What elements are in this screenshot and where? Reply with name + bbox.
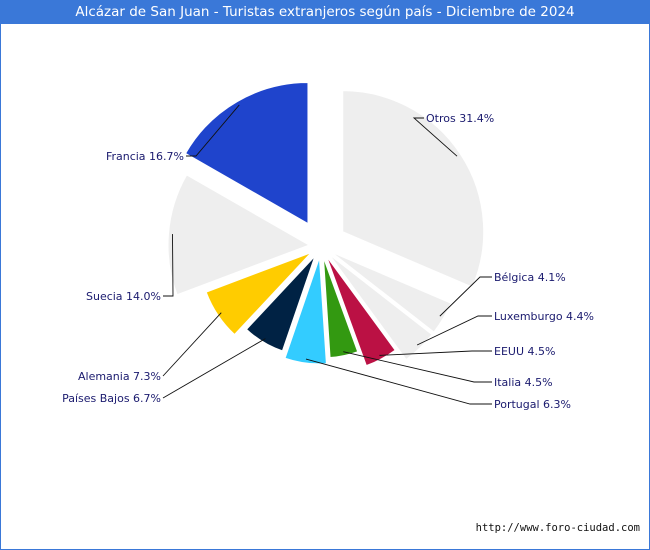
- slice-label-países-bajos: Países Bajos 6.7%: [62, 392, 161, 405]
- slice-label-alemania: Alemania 7.3%: [78, 370, 161, 383]
- leader-line-alemania: [162, 312, 222, 377]
- footer-url[interactable]: http://www.foro-ciudad.com: [475, 522, 640, 534]
- leader-line-luxemburgo: [416, 315, 492, 346]
- slice-label-otros: Otros 31.4%: [426, 112, 494, 125]
- chart-title: Alcázar de San Juan - Turistas extranjer…: [0, 0, 650, 24]
- leader-line-países-bajos: [162, 338, 266, 399]
- slice-label-luxemburgo: Luxemburgo 4.4%: [494, 310, 594, 323]
- leader-line-francia: [186, 104, 240, 157]
- slice-label-portugal: Portugal 6.3%: [494, 398, 571, 411]
- pie-slice-otros: [342, 90, 485, 288]
- pie-slice-portugal: [284, 257, 327, 365]
- pie-slice-bélgica: [331, 251, 452, 333]
- leader-line-eeuu: [379, 350, 492, 356]
- pie-slice-francia: [184, 82, 309, 225]
- leader-line-italia: [343, 351, 492, 383]
- slice-label-francia: Francia 16.7%: [106, 150, 184, 163]
- pie-slice-países-bajos: [245, 255, 316, 352]
- leader-line-bélgica: [439, 276, 492, 317]
- leader-line-suecia: [163, 234, 174, 297]
- slice-label-italia: Italia 4.5%: [494, 376, 553, 389]
- slice-label-eeuu: EEUU 4.5%: [494, 345, 555, 358]
- pie-slice-eeuu: [326, 256, 396, 367]
- leader-line-otros: [412, 117, 458, 157]
- leader-line-portugal: [305, 358, 492, 405]
- slice-label-suecia: Suecia 14.0%: [86, 290, 161, 303]
- pie-slice-alemania: [205, 252, 312, 336]
- slice-label-bélgica: Bélgica 4.1%: [494, 271, 566, 284]
- pie-slice-suecia: [167, 174, 311, 296]
- pie-slice-italia: [322, 257, 359, 359]
- pie-slice-luxemburgo: [328, 254, 433, 361]
